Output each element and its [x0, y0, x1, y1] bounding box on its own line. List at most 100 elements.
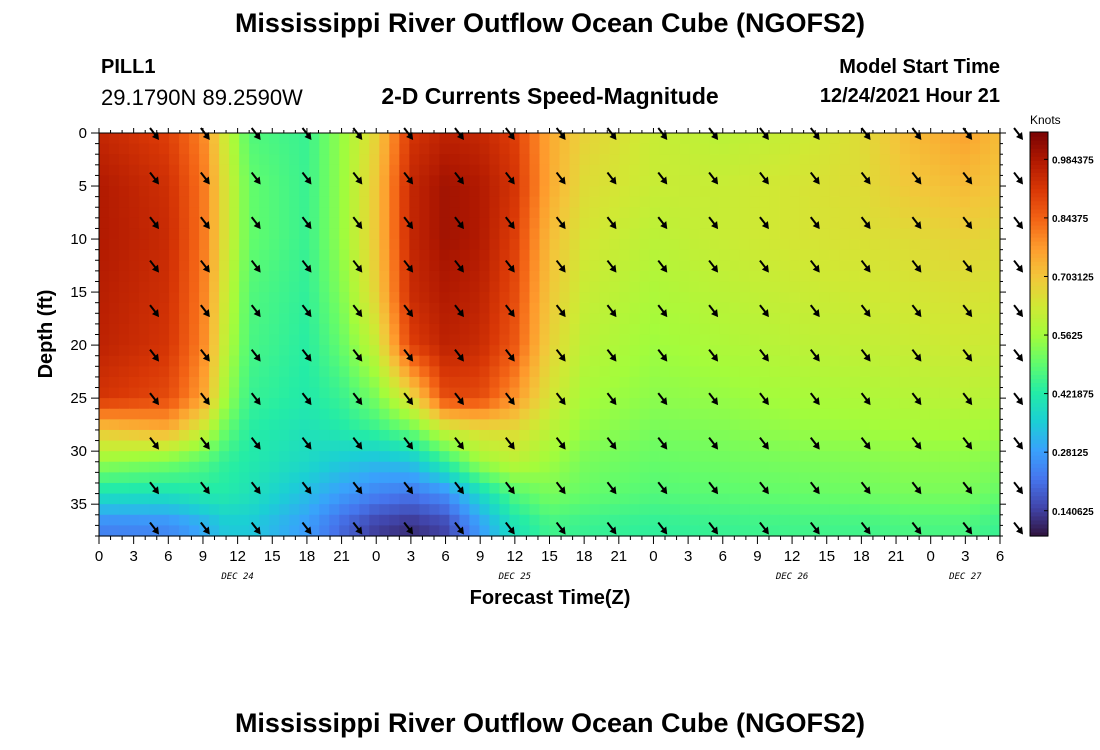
current-arrow-head [355, 397, 363, 406]
heatmap-cell [429, 493, 440, 505]
current-arrow-head [914, 353, 922, 362]
current-arrow-head [863, 441, 871, 450]
heatmap-cell [619, 281, 631, 293]
heatmap-cell [869, 451, 881, 463]
heatmap-cell [829, 217, 841, 230]
heatmap-cell [469, 228, 481, 240]
heatmap-cell [869, 302, 881, 314]
heatmap-cell [699, 313, 711, 325]
heatmap-cell [429, 186, 440, 198]
heatmap-cell [799, 260, 811, 272]
current-arrow [759, 392, 769, 406]
heatmap-cell [369, 345, 380, 357]
heatmap-cell [109, 525, 120, 537]
heatmap-cell [629, 281, 641, 293]
heatmap-cell [139, 345, 150, 357]
heatmap-cell [609, 292, 621, 304]
heatmap-cell [379, 398, 390, 410]
heatmap-cell [359, 398, 370, 410]
heatmap-cell [349, 429, 360, 442]
current-arrow [657, 481, 668, 495]
heatmap-cell [189, 429, 200, 442]
heatmap-cell [719, 366, 731, 378]
heatmap-cell [749, 482, 761, 495]
heatmap-cell [109, 313, 120, 325]
heatmap-cell [879, 196, 891, 208]
heatmap-cell [309, 440, 320, 452]
heatmap-cell [709, 408, 721, 420]
heatmap-cell [869, 525, 881, 537]
current-arrow [809, 259, 820, 273]
heatmap-cell [629, 504, 641, 516]
heatmap-cell [589, 461, 601, 473]
heatmap-cell [159, 133, 170, 145]
heatmap-cell [199, 270, 210, 283]
heatmap-cell [879, 175, 891, 187]
heatmap-cell [379, 281, 390, 293]
heatmap-cell [499, 228, 511, 240]
heatmap-cell [109, 302, 120, 314]
heatmap-cell [489, 207, 501, 219]
heatmap-cell [189, 451, 200, 463]
heatmap-cell [279, 493, 290, 505]
heatmap-cell [689, 207, 701, 219]
heatmap-cell [659, 387, 671, 399]
current-arrow [911, 521, 922, 535]
current-arrow [708, 481, 719, 495]
heatmap-cell [899, 281, 911, 293]
heatmap-cell [929, 143, 941, 155]
heatmap-cell [669, 217, 681, 230]
heatmap-cell [619, 175, 631, 187]
current-arrow-head [711, 132, 719, 140]
heatmap-cell [179, 398, 190, 410]
heatmap-cell [139, 387, 150, 399]
current-arrow-head [253, 397, 261, 406]
heatmap-cell [759, 281, 771, 293]
colorbar-segment [1030, 313, 1048, 319]
heatmap-cell [799, 398, 811, 410]
heatmap-cell [989, 398, 1001, 410]
heatmap-cell [849, 270, 861, 283]
heatmap-cell [469, 207, 481, 219]
colorbar-segment [1030, 249, 1048, 254]
heatmap-cell [459, 292, 471, 304]
heatmap-cell [519, 366, 531, 378]
colorbar-segment [1030, 475, 1048, 481]
heatmap-cell [439, 323, 450, 336]
heatmap-cell [869, 154, 881, 166]
heatmap-cell [539, 175, 551, 187]
colorbar-segment [1030, 386, 1048, 392]
heatmap-cell [549, 323, 561, 336]
current-arrow [809, 481, 820, 495]
heatmap-cell [949, 504, 961, 516]
heatmap-cell [849, 398, 861, 410]
heatmap-cell [379, 313, 390, 325]
heatmap-cell [579, 207, 591, 219]
heatmap-cell [399, 472, 410, 484]
current-arrow-head [914, 397, 922, 406]
heatmap-cell [779, 440, 791, 452]
heatmap-cell [799, 376, 811, 389]
heatmap-cell [649, 154, 661, 166]
heatmap-cell [449, 387, 460, 399]
axes: 0 3 6 9 12 15 18 21 0 3 6 9 12 15 18 21 0 3 6 9 12 15 18 21 0 3 6D… [70, 125, 1006, 582]
heatmap-cell [149, 186, 160, 198]
heatmap-cell [109, 217, 120, 230]
heatmap-cell [239, 154, 250, 166]
heatmap-cell [189, 133, 200, 145]
heatmap-cell [739, 461, 751, 473]
heatmap-cell [649, 398, 661, 410]
heatmap-cell [629, 323, 641, 336]
current-arrow [301, 304, 312, 318]
heatmap-cell [809, 239, 821, 251]
heatmap-cell [99, 239, 110, 251]
current-arrow [200, 349, 210, 362]
heatmap-cell [429, 429, 440, 442]
heatmap-cell [819, 164, 831, 177]
heatmap-cell [559, 154, 571, 166]
heatmap-cell [399, 239, 410, 251]
heatmap-cell [249, 345, 260, 357]
heatmap-cell [849, 345, 861, 357]
heatmap-cell [979, 154, 991, 166]
heatmap-cell [839, 355, 851, 367]
